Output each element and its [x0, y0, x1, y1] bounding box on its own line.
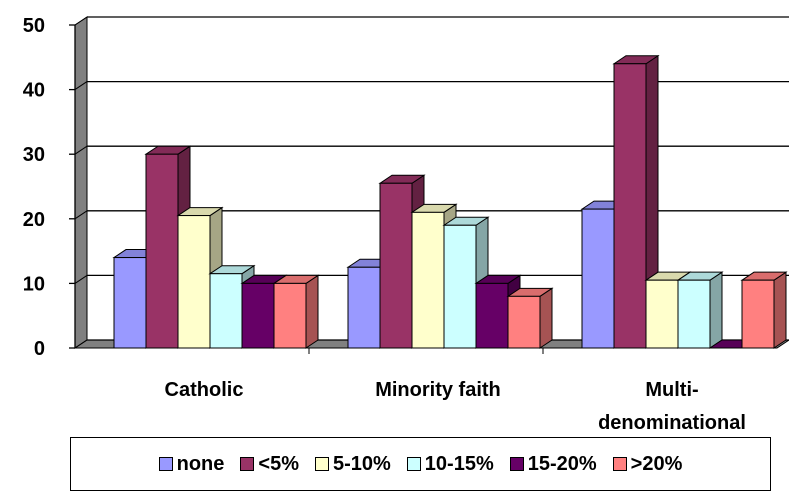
bar — [612, 54, 660, 349]
bar — [676, 271, 724, 349]
bar — [272, 274, 320, 349]
legend-label: 15-20% — [527, 452, 597, 475]
legend-item: 15-20% — [509, 452, 597, 476]
legend-item: <5% — [240, 453, 299, 476]
legend-swatch — [240, 457, 255, 471]
legend-swatch — [314, 457, 329, 471]
bars — [112, 54, 788, 354]
bar-front — [507, 295, 541, 349]
bar-front — [241, 282, 275, 349]
bar-front — [273, 282, 307, 349]
bar — [740, 271, 788, 349]
x-tick-label: Catholic — [165, 379, 244, 401]
bar — [506, 287, 554, 349]
y-tick-label: 10 — [23, 273, 45, 295]
y-tick-label: 50 — [23, 15, 45, 37]
bar-front — [113, 257, 147, 349]
gridline-depth — [74, 339, 88, 349]
legend-swatch — [509, 457, 524, 471]
y-tick-label: 20 — [23, 209, 45, 231]
legend-swatch — [158, 457, 173, 471]
bar-front — [145, 153, 179, 349]
gridline-depth — [74, 274, 88, 284]
bar-front — [379, 182, 413, 349]
bar-side — [539, 287, 553, 349]
y-tick-label: 0 — [34, 338, 45, 360]
y-tick-label: 30 — [23, 144, 45, 166]
legend-label: <5% — [258, 452, 299, 475]
bar-front — [581, 208, 615, 349]
legend-swatch — [612, 457, 627, 471]
bar-front — [347, 266, 381, 349]
gridline-depth — [74, 16, 88, 26]
x-tick-label: Minority faith — [375, 379, 501, 401]
bar-front — [645, 279, 679, 349]
legend-item: 5-10% — [314, 452, 391, 476]
legend-item: >20% — [612, 452, 683, 476]
gridline-depth — [74, 145, 88, 155]
legend: none <5% 5-10% 10-15% 15-20% >20% — [70, 437, 771, 491]
bar-front — [443, 224, 477, 349]
bar-front — [475, 282, 509, 349]
gridline-depth — [74, 81, 88, 91]
x-axis: Catholic Minority faith Multi-denomination… — [165, 379, 746, 434]
legend-label: 10-15% — [424, 452, 494, 475]
legend-label: >20% — [630, 452, 683, 475]
bar-side — [773, 271, 787, 349]
legend-label: none — [176, 452, 225, 475]
bar-front — [677, 279, 711, 349]
gridline-depth — [74, 210, 88, 220]
bar-front — [209, 273, 243, 349]
bar-front — [741, 279, 775, 349]
bar-side — [709, 271, 723, 349]
y-axis: 0 10 20 30 40 50 — [23, 15, 76, 360]
legend-swatch — [406, 457, 421, 471]
left-wall — [74, 16, 88, 349]
legend-item: none — [158, 452, 225, 476]
bar-front — [177, 215, 211, 349]
y-tick-label: 40 — [23, 80, 45, 102]
legend-item: 10-15% — [406, 452, 494, 476]
x-tick-label: Multi-denominational — [598, 379, 746, 434]
bar-front — [411, 211, 445, 349]
bar-side — [305, 274, 319, 349]
legend-label: 5-10% — [332, 452, 391, 475]
bar-front — [613, 63, 647, 349]
